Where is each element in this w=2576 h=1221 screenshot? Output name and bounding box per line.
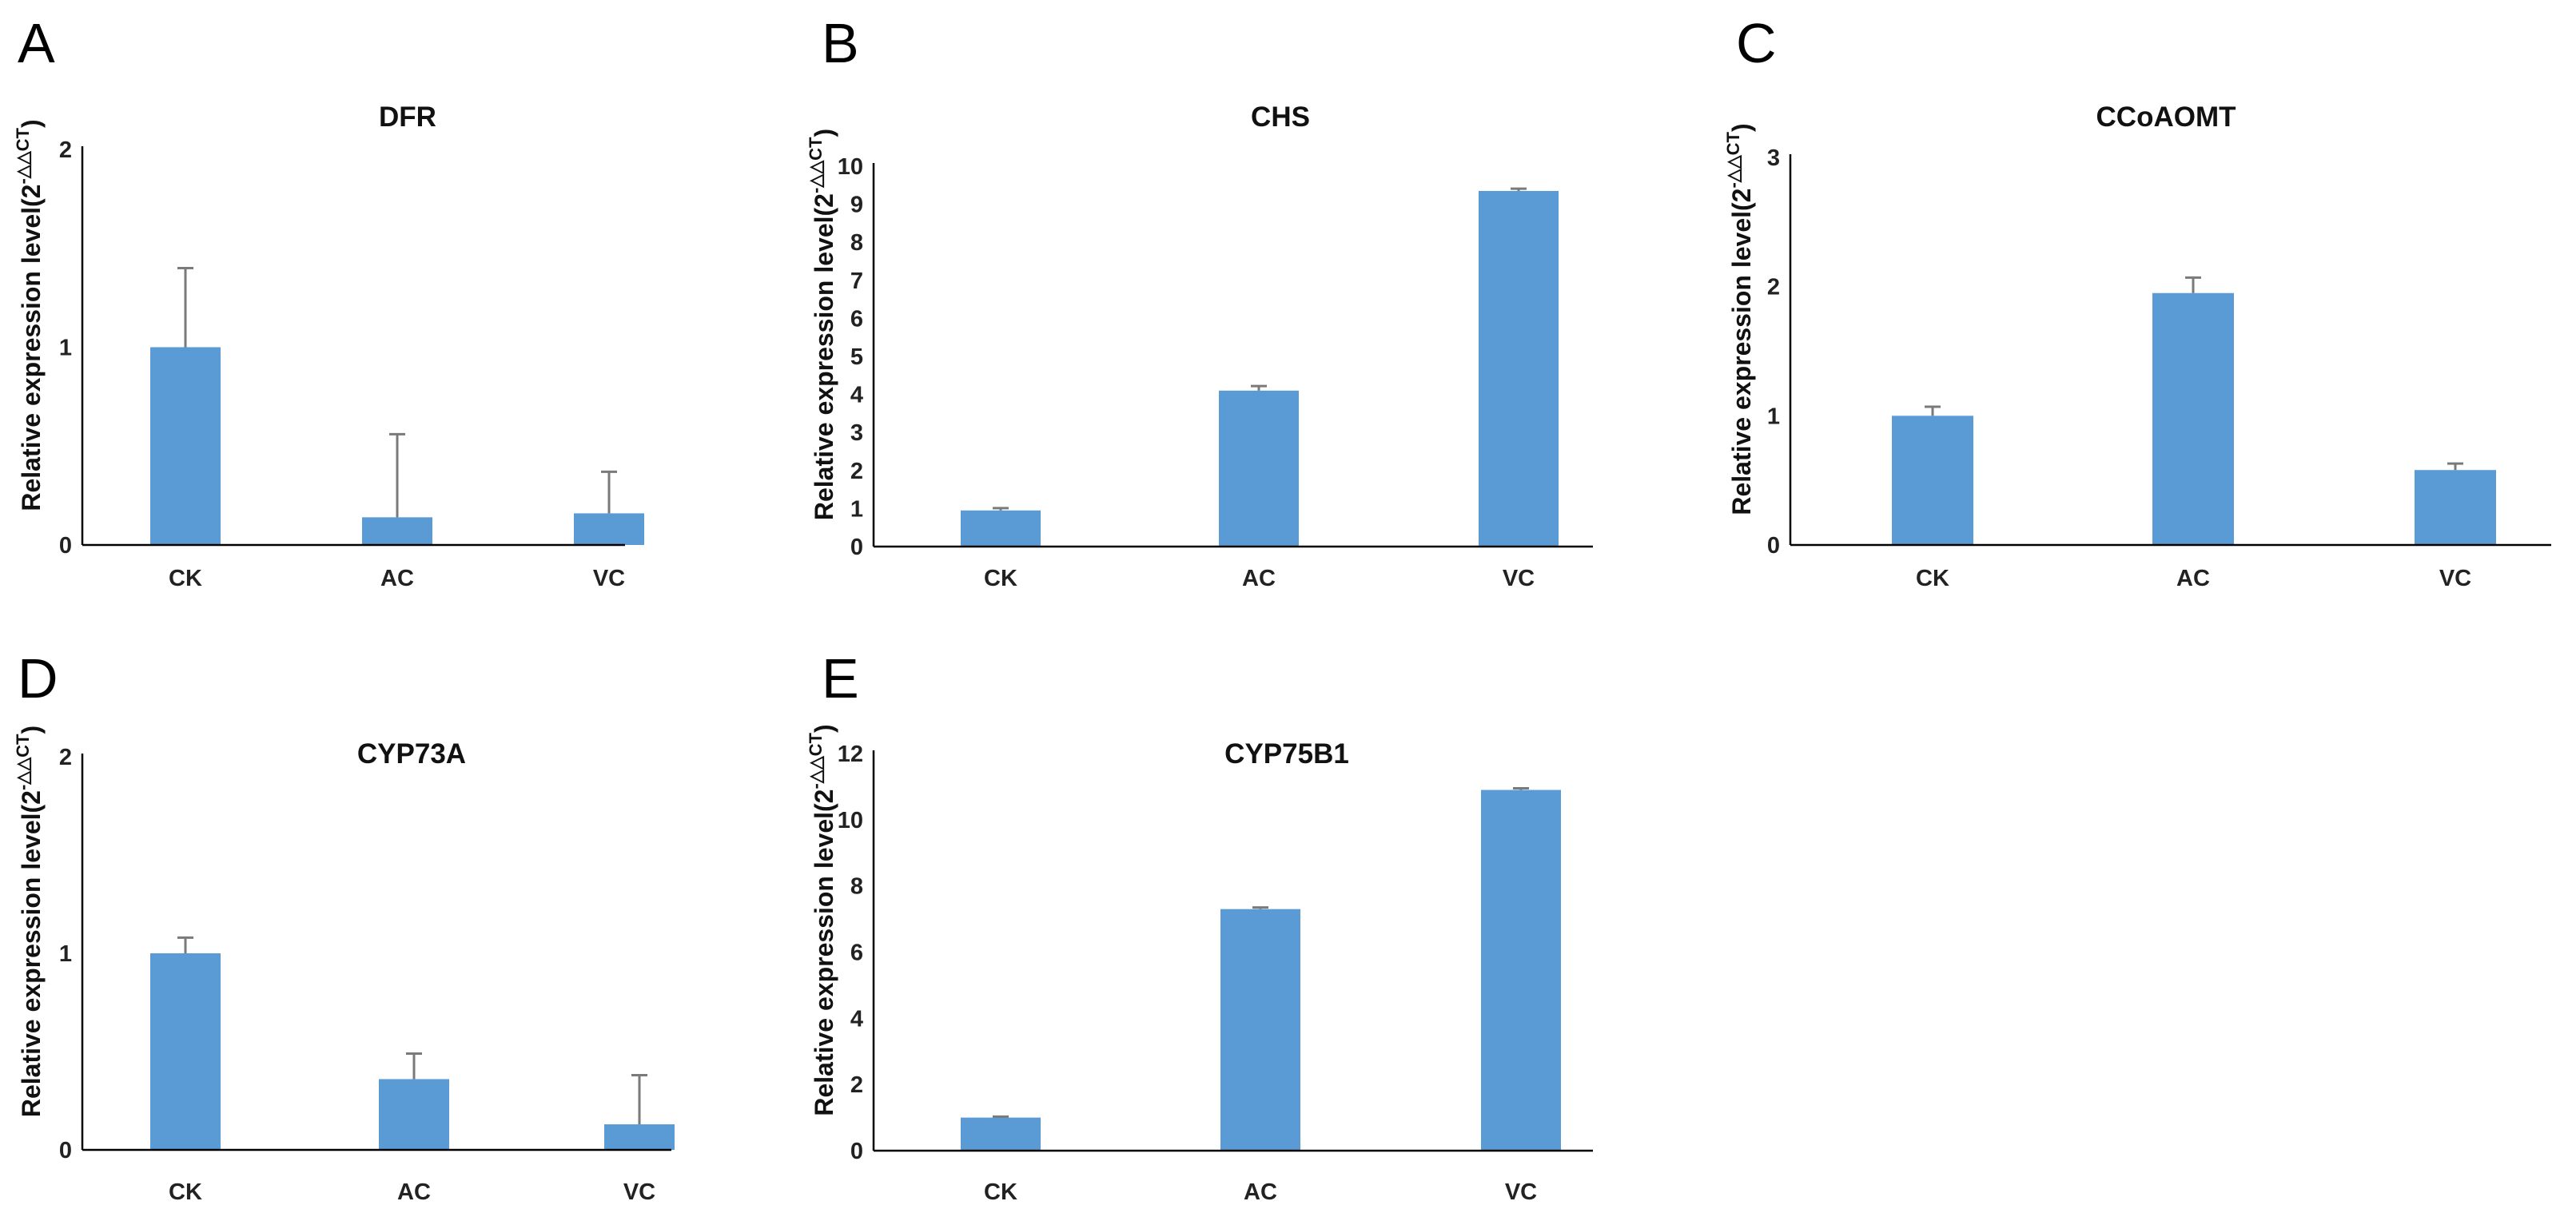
y-tick-label: 2 <box>59 137 72 163</box>
bar-ck <box>1892 416 1973 545</box>
panel-letter: B <box>822 12 859 74</box>
y-tick-label: 4 <box>850 1006 863 1032</box>
y-tick-label: 10 <box>838 154 863 180</box>
panel-letter: D <box>18 647 58 710</box>
y-tick-label: 5 <box>850 344 863 370</box>
x-category-label: VC <box>593 566 625 591</box>
chart-panel-e: E CYP75B1 Relative expression level(2-△△CT… <box>806 647 1593 1205</box>
y-tick-label: 2 <box>850 1072 863 1098</box>
bar-ac <box>2152 292 2234 545</box>
bar-vc <box>1481 789 1561 1151</box>
x-category-label: VC <box>623 1179 655 1205</box>
panel-letter: C <box>1736 12 1777 74</box>
y-tick-label: 12 <box>838 742 863 767</box>
x-category-label: AC <box>1242 566 1276 591</box>
x-category-label: AC <box>380 566 414 591</box>
y-axis-label: Relative expression level(2-△△CT) <box>13 119 46 511</box>
x-category-label: AC <box>1244 1179 1277 1205</box>
chart-title: CCoAOMT <box>2096 101 2236 133</box>
bar-ac <box>1219 390 1299 547</box>
x-category-label: CK <box>1916 566 1949 591</box>
bar-vc <box>604 1124 675 1150</box>
bar-ac <box>1220 909 1300 1151</box>
bar-ck <box>961 1117 1041 1151</box>
y-axis-label: Relative expression level(2-△△CT) <box>13 726 46 1117</box>
y-tick-label: 0 <box>850 535 863 560</box>
y-tick-label: 4 <box>850 383 863 408</box>
y-tick-label: 1 <box>850 496 863 522</box>
y-tick-label: 8 <box>850 230 863 256</box>
panel-letter: E <box>822 647 859 710</box>
chart-panel-d: D CYP73A Relative expression level(2-△△CT)… <box>13 647 675 1205</box>
y-tick-label: 3 <box>850 420 863 446</box>
x-category-label: VC <box>1503 566 1535 591</box>
bar-ac <box>362 517 432 545</box>
y-tick-label: 8 <box>850 874 863 900</box>
y-axis-label: Relative expression level(2-△△CT) <box>1723 123 1756 515</box>
y-tick-label: 0 <box>850 1139 863 1164</box>
x-category-label: VC <box>2439 566 2471 591</box>
y-axis-label: Relative expression level(2-△△CT) <box>806 129 838 520</box>
x-category-label: VC <box>1505 1179 1537 1205</box>
chart-panel-a: A DFR Relative expression level(2-△△CT) 0 1 2… <box>13 12 644 591</box>
chart-title: DFR <box>379 101 436 133</box>
y-tick-label: 0 <box>59 533 72 559</box>
y-tick-label: 9 <box>850 193 863 218</box>
y-tick-label: 2 <box>59 745 72 770</box>
y-tick-label: 7 <box>850 268 863 294</box>
y-tick-label: 6 <box>850 941 863 966</box>
chart-panel-b: B CHS Relative expression level(2-△△CT) 0 1 2… <box>806 12 1593 591</box>
chart-title: CYP75B1 <box>1224 738 1349 770</box>
chart-title: CHS <box>1251 101 1310 133</box>
bar-vc <box>1479 190 1559 547</box>
y-tick-label: 10 <box>838 808 863 833</box>
x-category-label: CK <box>169 566 202 591</box>
x-category-label: CK <box>984 1179 1017 1205</box>
y-tick-label: 1 <box>59 941 72 967</box>
panel-letter: A <box>18 12 55 74</box>
bar-ac <box>379 1079 449 1150</box>
x-category-label: AC <box>397 1179 431 1205</box>
bar-vc <box>2415 470 2496 545</box>
bar-ck <box>150 953 221 1150</box>
y-tick-label: 3 <box>1767 145 1780 171</box>
y-tick-label: 2 <box>1767 275 1780 300</box>
chart-panel-c: C CCoAOMT Relative expression level(2-△△CT… <box>1723 12 2551 591</box>
y-axis-label: Relative expression level(2-△△CT) <box>806 724 838 1116</box>
x-category-label: CK <box>169 1179 202 1205</box>
x-category-label: AC <box>2176 566 2210 591</box>
chart-title: CYP73A <box>357 738 466 770</box>
y-tick-label: 0 <box>59 1138 72 1163</box>
y-tick-label: 0 <box>1767 533 1780 559</box>
y-tick-label: 1 <box>1767 404 1780 429</box>
bar-ck <box>961 510 1041 547</box>
x-category-label: CK <box>984 566 1017 591</box>
y-tick-label: 6 <box>850 306 863 332</box>
bar-ck <box>150 347 221 545</box>
bar-vc <box>574 513 644 545</box>
y-tick-label: 1 <box>59 336 72 361</box>
y-tick-label: 2 <box>850 459 863 484</box>
